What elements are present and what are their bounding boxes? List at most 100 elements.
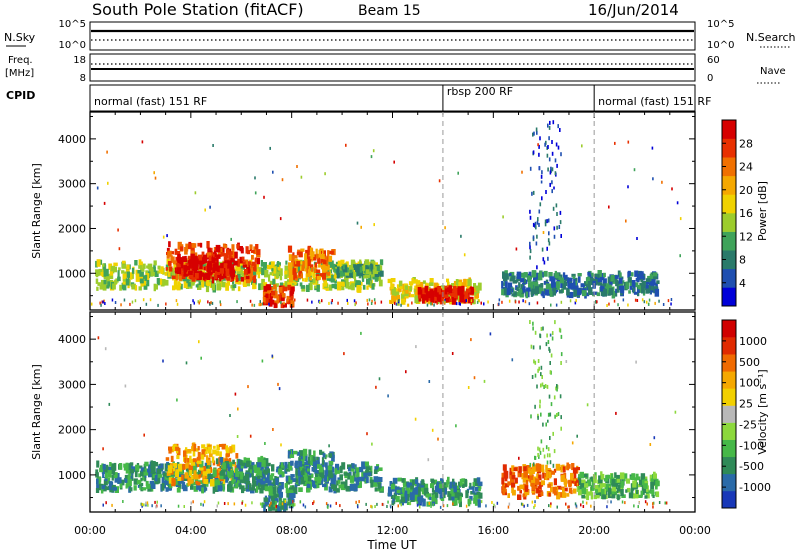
data-cell bbox=[562, 492, 567, 498]
noise-cell bbox=[473, 376, 476, 380]
data-cell bbox=[240, 277, 244, 282]
data-cell bbox=[649, 273, 653, 277]
ground-cell bbox=[431, 302, 433, 306]
colorbar-swatch bbox=[722, 473, 736, 492]
data-cell bbox=[417, 490, 421, 498]
data-cell bbox=[577, 476, 582, 481]
data-cell bbox=[292, 268, 297, 273]
colorbar-swatch bbox=[722, 439, 736, 458]
data-cell bbox=[95, 469, 99, 474]
noise-cell bbox=[428, 380, 431, 383]
data-cell bbox=[417, 496, 422, 505]
data-cell bbox=[437, 294, 442, 302]
ground-cell bbox=[134, 299, 137, 303]
data-cell bbox=[470, 286, 474, 295]
data-cell bbox=[271, 494, 276, 501]
data-cell bbox=[277, 264, 281, 271]
data-cell bbox=[604, 483, 609, 492]
data-cell bbox=[148, 472, 153, 478]
data-cell bbox=[219, 275, 223, 279]
beam-label: Beam 15 bbox=[358, 3, 421, 19]
data-cell bbox=[526, 287, 531, 292]
data-cell bbox=[146, 279, 150, 287]
data-cell bbox=[336, 266, 340, 272]
ground-cell bbox=[406, 303, 409, 307]
data-cell bbox=[364, 461, 369, 467]
data-cell bbox=[250, 263, 254, 270]
data-cell bbox=[474, 292, 477, 296]
data-cell bbox=[474, 292, 479, 298]
data-cell bbox=[440, 496, 445, 501]
data-cell bbox=[201, 487, 204, 494]
ground-cell bbox=[606, 505, 608, 509]
data-cell bbox=[174, 464, 177, 469]
data-cell bbox=[305, 465, 309, 470]
ground-cell bbox=[617, 303, 619, 307]
data-cell bbox=[134, 285, 138, 291]
data-cell bbox=[306, 265, 310, 274]
ground-cell bbox=[251, 303, 253, 307]
data-cell bbox=[546, 477, 550, 481]
ground-cell bbox=[104, 302, 106, 305]
data-cell bbox=[171, 448, 174, 453]
data-cell bbox=[634, 270, 639, 277]
data-cell bbox=[158, 269, 162, 273]
data-cell bbox=[172, 444, 177, 451]
data-cell bbox=[113, 462, 117, 471]
data-cell bbox=[415, 288, 420, 296]
noise-cell bbox=[154, 176, 157, 180]
data-cell bbox=[566, 462, 570, 471]
data-cell bbox=[572, 467, 578, 474]
data-cell bbox=[288, 498, 292, 505]
ground-cell bbox=[304, 505, 307, 509]
data-cell bbox=[304, 253, 307, 262]
data-cell bbox=[543, 270, 548, 277]
ground-cell bbox=[470, 302, 472, 306]
ground-cell bbox=[480, 500, 483, 504]
data-cell bbox=[593, 495, 597, 500]
data-cell bbox=[289, 502, 295, 507]
data-cell bbox=[627, 270, 631, 276]
data-cell bbox=[461, 484, 465, 488]
noise-cell bbox=[254, 176, 256, 180]
data-cell bbox=[326, 271, 330, 276]
noise-cell bbox=[162, 359, 164, 363]
data-cell bbox=[188, 477, 193, 484]
data-cell bbox=[379, 486, 384, 492]
data-cell bbox=[213, 479, 216, 487]
data-cell bbox=[434, 485, 439, 493]
data-cell bbox=[176, 447, 181, 456]
data-cell bbox=[548, 492, 551, 497]
noise-cell bbox=[328, 444, 330, 448]
data-cell bbox=[344, 265, 348, 273]
data-cell bbox=[517, 471, 522, 478]
data-cell bbox=[445, 289, 448, 295]
data-cell bbox=[578, 489, 582, 496]
data-cell bbox=[195, 256, 200, 261]
data-cell bbox=[309, 264, 314, 268]
data-cell bbox=[459, 501, 462, 508]
data-cell bbox=[347, 464, 352, 469]
data-cell bbox=[597, 270, 602, 277]
data-cell bbox=[563, 487, 568, 492]
data-cell bbox=[454, 497, 458, 506]
ground-cell bbox=[575, 504, 578, 508]
data-cell bbox=[314, 470, 319, 474]
data-cell bbox=[551, 470, 555, 475]
data-cell bbox=[95, 269, 100, 277]
noise-cell bbox=[676, 201, 679, 205]
data-cell bbox=[370, 264, 374, 270]
data-cell bbox=[403, 493, 409, 501]
data-cell bbox=[215, 450, 220, 456]
ground-cell bbox=[374, 505, 376, 508]
data-cell bbox=[546, 453, 549, 458]
data-cell bbox=[311, 266, 314, 272]
data-cell bbox=[202, 475, 206, 479]
data-cell bbox=[278, 496, 282, 502]
data-cell bbox=[427, 288, 432, 292]
data-cell bbox=[171, 275, 176, 279]
noise-cell bbox=[586, 403, 589, 407]
data-cell bbox=[102, 463, 106, 470]
data-cell bbox=[247, 269, 250, 274]
